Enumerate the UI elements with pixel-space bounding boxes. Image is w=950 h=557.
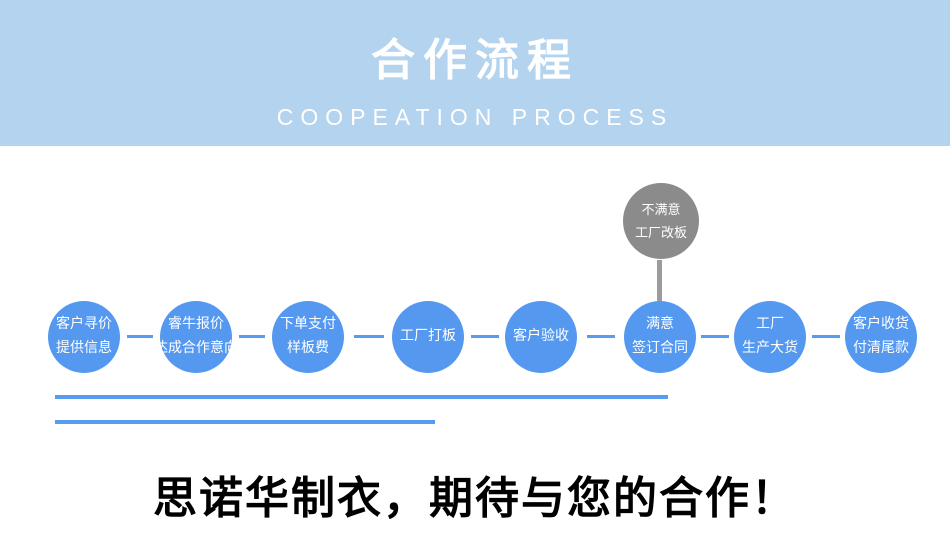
flow-connector-line — [239, 335, 265, 338]
flow-node-label-line: 达成合作意向 — [154, 341, 238, 356]
banner-title: 合作流程 — [371, 36, 579, 85]
flow-node-reject: 不满意 工厂改板 — [623, 183, 699, 259]
flow-connector-line — [812, 335, 840, 338]
flow-node-label-line: 提供信息 — [56, 341, 112, 356]
flow-node-label-line: 客户收货 — [853, 317, 909, 332]
flow-node-label-line: 睿牛报价 — [168, 317, 224, 332]
flow-node-label-line: 签订合同 — [632, 341, 688, 356]
decorative-rule-short — [55, 420, 435, 424]
flow-node-step-1: 客户寻价 提供信息 — [48, 301, 120, 373]
footer-headline: 思诺华制衣，期待与您的合作！ — [153, 474, 797, 523]
flow-connector-line — [127, 335, 153, 338]
flow-node-label-line: 客户寻价 — [56, 317, 112, 332]
banner-subtitle: COOPEATION PROCESS — [276, 104, 674, 130]
flow-node-step-8: 客户收货 付清尾款 — [845, 301, 917, 373]
flow-node-label-line: 生产大货 — [742, 341, 798, 356]
flow-connector-line — [587, 335, 615, 338]
flow-node-label-line: 工厂 — [756, 317, 784, 332]
flow-node-step-3: 下单支付 样板费 — [272, 301, 344, 373]
flow-node-label-line: 下单支付 — [280, 317, 336, 332]
flow-node-label-line: 工厂打板 — [400, 329, 456, 344]
flow-node-label-line: 满意 — [646, 317, 674, 332]
banner: 合作流程 COOPEATION PROCESS — [0, 0, 950, 146]
flow-node-step-2: 睿牛报价 达成合作意向 — [154, 301, 238, 373]
flow-node-label-line: 样板费 — [287, 341, 329, 356]
flow-node-step-4: 工厂打板 — [392, 301, 464, 373]
flow-node-step-7: 工厂 生产大货 — [734, 301, 806, 373]
flow-node-label-line: 付清尾款 — [853, 341, 909, 356]
flow-node-label-line: 工厂改板 — [634, 225, 687, 240]
flow-node-step-6: 满意 签订合同 — [624, 301, 696, 373]
decorative-rule-long — [55, 395, 668, 399]
flow-node-label-line: 不满意 — [641, 202, 681, 217]
flow-connector-line — [471, 335, 499, 338]
flow-connector-line — [354, 335, 384, 338]
flow-connector-line — [701, 335, 729, 338]
flow-node-step-5: 客户验收 — [505, 301, 577, 373]
reject-branch-connector-line — [657, 260, 662, 301]
flow-node-label-line: 客户验收 — [513, 329, 569, 344]
